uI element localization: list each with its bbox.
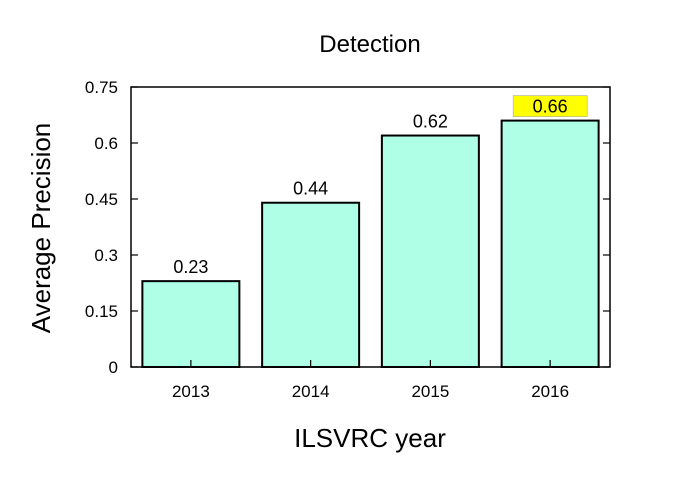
chart-title: Detection: [319, 31, 420, 58]
x-tick-label: 2015: [411, 382, 449, 401]
x-axis-label: ILSVRC year: [294, 423, 446, 453]
plot-frame: [130, 86, 611, 368]
y-axis-label: Average Precision: [26, 123, 56, 334]
y-tick-label: 0.45: [85, 190, 118, 209]
x-tick-label: 2016: [531, 382, 569, 401]
bar-2013: [141, 280, 241, 368]
x-tick-label: 2013: [172, 382, 210, 401]
data-label-highlight: [512, 95, 588, 117]
y-tick-label: 0.3: [94, 246, 118, 265]
plot-area: 0 0.15 0.3 0.45 0.6 0.75 2013 0.23 2014 0.44 2015 0…: [85, 78, 611, 401]
y-tick-label: 0.75: [85, 78, 118, 97]
data-label: 0.66: [533, 97, 568, 117]
bar-2016: [500, 119, 600, 368]
y-tick-label: 0.15: [85, 302, 118, 321]
bar-2015: [380, 134, 480, 368]
x-tick-label: 2014: [292, 382, 330, 401]
data-label: 0.62: [413, 112, 448, 132]
data-label: 0.23: [173, 257, 208, 277]
bar-2014: [261, 201, 361, 368]
y-tick-label: 0.6: [94, 134, 118, 153]
y-tick-label: 0: [109, 358, 118, 377]
data-label: 0.44: [293, 179, 328, 199]
